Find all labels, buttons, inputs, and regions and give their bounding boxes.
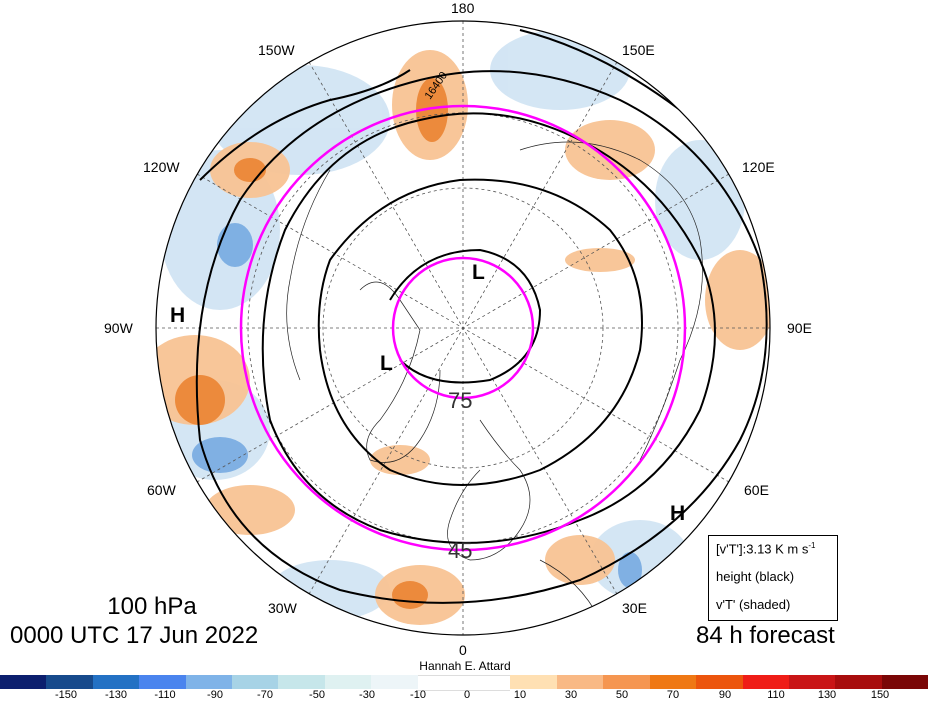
lon-label-180: 180	[451, 0, 475, 16]
colorbar-swatch	[371, 675, 418, 689]
lat-label-75: 75	[448, 388, 473, 413]
colorbar-swatch	[649, 675, 697, 689]
coastlines	[286, 141, 703, 621]
cb-label: -30	[359, 689, 375, 701]
author-credit: Hannah E. Attard	[419, 659, 511, 673]
lon-label-30w: 30W	[268, 600, 297, 616]
lat-75-circle	[391, 256, 535, 400]
lon-label-60e: 60E	[744, 482, 769, 498]
valid-time-title: 0000 UTC 17 Jun 2022	[10, 622, 259, 649]
colorbar-labels: -150 -130 -110 -90 -70 -50 -30 -10 0 10 …	[0, 689, 928, 702]
colorbar-swatch	[881, 675, 928, 689]
lon-label-30e: 30E	[622, 600, 647, 616]
high-marker-southeast: H	[670, 502, 686, 525]
lon-label-60w: 60W	[147, 482, 176, 498]
low-marker-greenland: L	[380, 352, 393, 375]
cb-label: 0	[463, 689, 471, 701]
cb-label: 70	[666, 689, 680, 701]
legend-box: [v'T']:3.13 K m s-1 height (black) v'T' …	[708, 535, 838, 621]
colorbar-swatch	[417, 675, 465, 691]
cb-label: 110	[767, 689, 785, 701]
cb-label: 150	[870, 689, 890, 701]
lon-label-0: 0	[459, 642, 467, 658]
colorbar-swatch	[139, 675, 186, 689]
cb-label: -10	[410, 689, 426, 701]
cb-label: -130	[104, 689, 128, 701]
cb-label: -150	[54, 689, 78, 701]
lon-label-150w: 150W	[258, 42, 295, 58]
colorbar-swatch	[278, 675, 325, 689]
cb-label: 90	[718, 689, 732, 701]
colorbar-swatch	[742, 675, 789, 689]
high-marker-west: H	[170, 304, 186, 327]
colorbar-swatch	[556, 675, 604, 689]
cb-label: 10	[513, 689, 527, 701]
legend-shading: v'T' (shaded)	[716, 597, 791, 612]
vt-shading-positive-strong	[175, 78, 448, 609]
colorbar-swatch	[232, 675, 279, 689]
colorbar-swatch	[46, 675, 93, 689]
cb-label: 50	[615, 689, 629, 701]
lon-label-120w: 120W	[143, 159, 180, 175]
lon-label-120e: 120E	[742, 159, 775, 175]
colorbar-swatch	[185, 675, 233, 689]
lon-label-150e: 150E	[622, 42, 655, 58]
cb-label: 130	[817, 689, 837, 701]
low-marker-pole: L	[472, 261, 485, 284]
colorbar-swatch	[92, 675, 140, 689]
cb-label: -90	[207, 689, 223, 701]
cb-label: -110	[154, 689, 176, 701]
lat-45-circle	[239, 104, 687, 552]
colorbar-swatch	[835, 675, 882, 689]
cb-label: 30	[564, 689, 578, 701]
colorbar-swatch	[510, 675, 557, 689]
legend-height: height (black)	[716, 569, 795, 584]
colorbar-swatch	[0, 675, 47, 689]
lat-label-45: 45	[448, 538, 473, 563]
colorbar-swatch	[603, 675, 650, 689]
colorbar-swatch	[324, 675, 372, 689]
legend-vt-mean: [v'T']:3.13 K m s-1	[716, 541, 816, 557]
colorbar-swatch	[696, 675, 743, 689]
colorbar-swatch	[788, 675, 836, 689]
pressure-level-title: 100 hPa	[107, 593, 197, 620]
map-border	[155, 20, 771, 636]
cb-label: -50	[309, 689, 325, 701]
lon-label-90w: 90W	[104, 320, 133, 336]
cb-label: -70	[257, 689, 273, 701]
colorbar	[0, 675, 928, 691]
lon-label-90e: 90E	[787, 320, 812, 336]
forecast-hour-title: 84 h forecast	[696, 622, 835, 649]
colorbar-swatch	[464, 675, 511, 691]
vt-shading-negative-strong	[192, 223, 642, 588]
